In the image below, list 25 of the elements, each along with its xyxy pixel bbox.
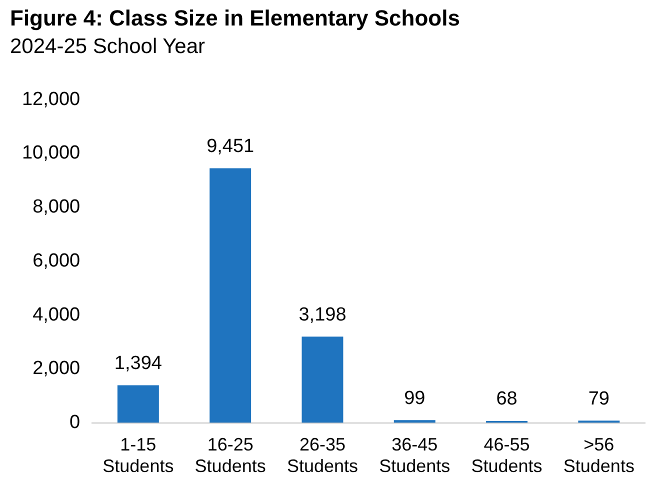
y-tick-label: 12,000 [22,88,80,110]
x-tick-label: >56 Students [563,434,634,476]
chart-title: Figure 4: Class Size in Elementary Schools [10,5,460,30]
data-label: 3,198 [298,304,346,326]
x-tick-label: 46-55 Students [471,434,542,476]
x-tick-label: 26-35 Students [286,434,358,476]
data-label: 79 [588,388,610,410]
bar [210,168,252,423]
x-tick-label: 1-15 Students [102,434,174,476]
x-tick-label: 36-45 Students [379,434,450,476]
y-tick-label: 2,000 [32,358,80,380]
chart-subtitle: 2024-25 School Year [10,34,206,58]
data-label: 9,451 [206,136,254,157]
data-label: 68 [496,388,518,410]
data-label: 99 [404,388,426,409]
bar [302,336,344,423]
y-tick-label: 4,000 [32,304,80,326]
y-tick-label: 6,000 [32,250,80,272]
bar [394,420,436,423]
y-tick-label: 8,000 [32,196,80,218]
data-label: 1,394 [114,352,162,374]
y-tick-label: 10,000 [22,142,80,164]
bar [117,385,159,423]
y-tick-label: 0 [70,412,80,434]
x-tick-label: 16-25 Students [194,434,266,476]
